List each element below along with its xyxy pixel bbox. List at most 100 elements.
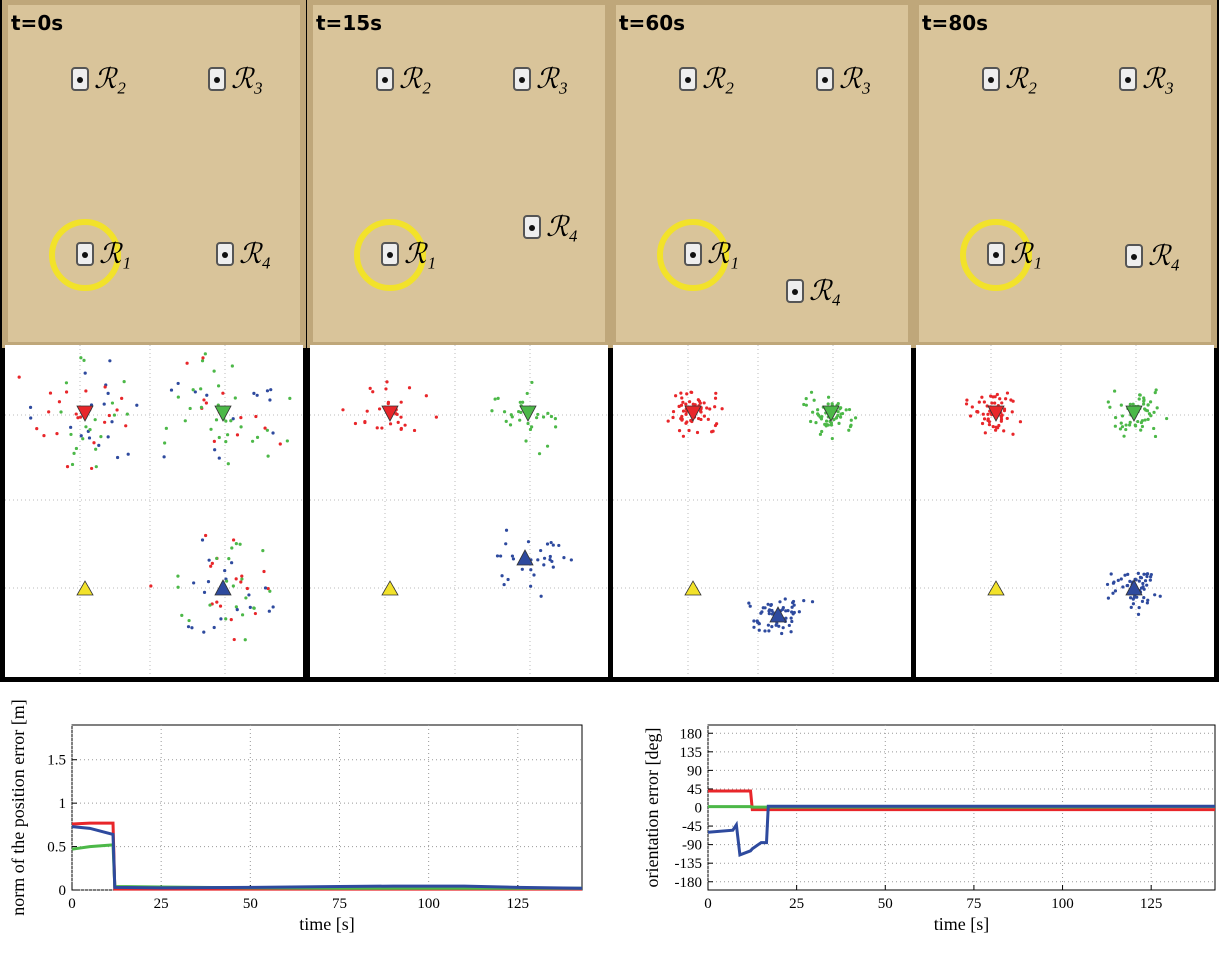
particle-plot — [5, 345, 303, 677]
particle — [767, 629, 771, 633]
particle — [1138, 393, 1142, 397]
particle — [816, 408, 820, 412]
particle — [687, 428, 691, 433]
particle — [1137, 579, 1141, 583]
particle — [1152, 410, 1156, 414]
particle — [1153, 434, 1158, 439]
particle — [42, 433, 46, 438]
particle — [710, 430, 714, 434]
particle — [278, 442, 282, 446]
particle — [1002, 407, 1007, 411]
particle — [964, 402, 969, 406]
particle — [536, 412, 540, 417]
particle — [216, 384, 221, 388]
particle — [224, 419, 228, 423]
particle — [238, 542, 242, 546]
robot-dot — [222, 252, 228, 258]
particle — [983, 431, 987, 435]
particle — [288, 396, 292, 400]
particle — [1113, 389, 1117, 393]
particle — [752, 619, 756, 623]
x-tick-label: 50 — [243, 896, 258, 912]
particle — [832, 418, 836, 422]
particle — [1154, 388, 1158, 392]
particle — [247, 593, 251, 597]
particle — [110, 420, 114, 424]
particle — [702, 414, 706, 418]
y-tick-label: -180 — [675, 875, 703, 891]
particle — [1137, 605, 1141, 610]
particle — [1140, 599, 1145, 603]
particle — [688, 400, 692, 404]
particle — [94, 465, 98, 469]
particle — [551, 543, 555, 547]
particle — [126, 452, 130, 456]
particle — [1136, 612, 1141, 616]
particle — [248, 605, 252, 609]
particle — [212, 369, 216, 373]
particle — [830, 402, 834, 406]
particle — [990, 401, 994, 405]
particle — [434, 415, 438, 419]
particle — [192, 581, 196, 585]
particle — [509, 413, 513, 417]
particle — [677, 404, 681, 408]
particle — [176, 585, 180, 589]
particle — [681, 409, 686, 413]
particle — [403, 423, 407, 427]
particle — [209, 564, 213, 568]
y-tick-label: 90 — [687, 763, 702, 779]
photo — [916, 2, 1214, 345]
particle — [79, 356, 83, 360]
particle — [386, 400, 391, 404]
particle — [122, 380, 126, 384]
particle — [261, 549, 265, 553]
particle — [1128, 579, 1132, 583]
data-line — [71, 825, 583, 890]
particle — [87, 436, 92, 440]
particle — [341, 408, 345, 412]
particle — [849, 418, 853, 422]
particle — [991, 424, 995, 429]
particle — [968, 414, 973, 418]
particle — [980, 395, 984, 399]
particle — [103, 385, 107, 389]
particle — [818, 432, 823, 436]
particle — [1109, 572, 1113, 576]
particle — [187, 618, 191, 623]
particle — [1011, 432, 1015, 436]
particle — [715, 422, 719, 426]
particle — [92, 441, 96, 445]
particle — [529, 568, 533, 572]
particle — [993, 401, 997, 405]
particle — [1145, 583, 1149, 587]
photo — [310, 2, 608, 345]
particle — [766, 602, 770, 606]
particle — [1143, 579, 1148, 583]
particle — [1122, 434, 1126, 438]
robot-label: ℛ₁ — [707, 239, 739, 270]
particle — [1146, 598, 1150, 602]
particle — [1146, 403, 1150, 407]
particle — [1111, 581, 1116, 585]
particle — [530, 425, 534, 429]
y-tick-label: 135 — [680, 745, 703, 761]
particle — [1113, 424, 1117, 428]
particle — [814, 421, 818, 425]
robot-estimate — [1125, 579, 1143, 596]
particle — [784, 616, 788, 620]
robot-dot — [1131, 254, 1137, 260]
y-tick-label: -90 — [682, 838, 702, 854]
robot-estimate — [214, 579, 232, 596]
particle — [231, 538, 236, 542]
particle — [696, 416, 701, 421]
robot-estimate — [769, 606, 787, 623]
particle — [72, 451, 76, 455]
particle — [537, 452, 542, 456]
particle — [269, 388, 273, 392]
particle — [224, 617, 228, 621]
particle — [1142, 572, 1146, 576]
particle — [811, 410, 815, 414]
robot-dot — [685, 77, 691, 83]
particle — [1127, 423, 1132, 427]
